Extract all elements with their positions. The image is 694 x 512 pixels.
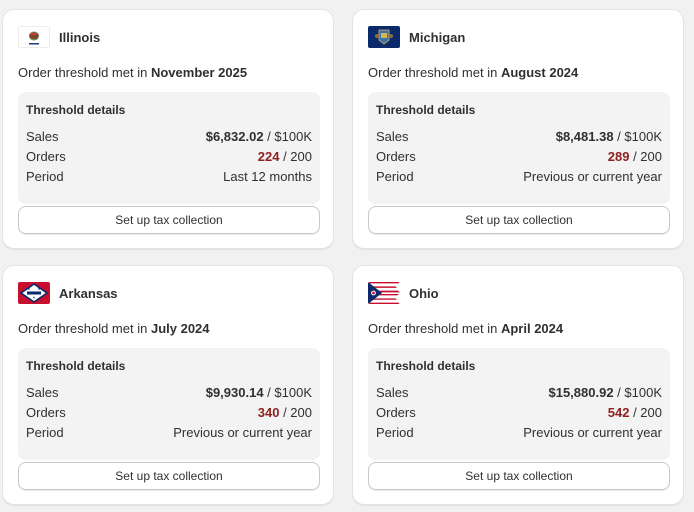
state-card-arkansas: Arkansas Order threshold met in July 202… [2,265,334,505]
orders-row: Orders 340 / 200 [26,403,312,421]
orders-label: Orders [26,404,66,420]
sales-limit: / $100K [263,384,312,400]
state-name: Illinois [59,29,101,45]
state-name: Michigan [409,29,466,45]
sales-limit: / $100K [613,128,662,144]
ohio-flag-icon [368,282,400,304]
orders-row: Orders 224 / 200 [26,147,312,165]
threshold-met-text: Order threshold met in August 2024 [368,65,578,80]
met-date: November 2025 [150,65,248,80]
period-label: Period [376,168,414,184]
set-up-tax-collection-button[interactable]: Set up tax collection [18,462,320,490]
sales-limit: / $100K [613,384,662,400]
arkansas-flag-icon [18,282,50,304]
sales-label: Sales [376,384,409,400]
orders-value: 542 / 200 [608,405,662,420]
sales-row: Sales $6,832.02 / $100K [26,127,312,145]
set-up-tax-collection-button[interactable]: Set up tax collection [368,206,670,234]
sales-label: Sales [26,384,59,400]
threshold-details: Threshold details Sales $9,930.14 / $100… [18,348,320,460]
period-label: Period [376,424,414,440]
period-label: Period [26,168,64,184]
sales-label: Sales [376,128,409,144]
card-header: Michigan [368,25,465,49]
sales-amount: $6,832.02 [205,128,264,144]
details-title: Threshold details [26,103,126,117]
met-prefix: Order threshold met in [18,65,148,80]
state-name: Arkansas [59,285,118,301]
orders-label: Orders [376,404,416,420]
details-title: Threshold details [376,359,476,373]
sales-value: $6,832.02 / $100K [206,129,312,144]
met-date: July 2024 [150,321,210,336]
orders-label: Orders [26,148,66,164]
period-value: Previous or current year [523,424,662,440]
set-up-tax-collection-button[interactable]: Set up tax collection [368,462,670,490]
threshold-met-text: Order threshold met in July 2024 [18,321,210,336]
orders-count: 542 [607,404,630,420]
period-value: Previous or current year [523,168,662,184]
period-row: Period Previous or current year [376,167,662,185]
orders-count: 289 [607,148,630,164]
period-row: Period Last 12 months [26,167,312,185]
state-name: Ohio [409,285,439,301]
period-row: Period Previous or current year [26,423,312,441]
sales-row: Sales $9,930.14 / $100K [26,383,312,401]
orders-limit: / 200 [629,404,662,420]
period-value: Last 12 months [223,168,312,184]
set-up-tax-collection-button[interactable]: Set up tax collection [18,206,320,234]
state-card-michigan: Michigan Order threshold met in August 2… [352,9,684,249]
sales-label: Sales [26,128,59,144]
orders-value: 289 / 200 [608,149,662,164]
orders-label: Orders [376,148,416,164]
michigan-flag-icon [368,26,400,48]
sales-amount: $15,880.92 [548,384,614,400]
threshold-met-text: Order threshold met in November 2025 [18,65,247,80]
sales-value: $8,481.38 / $100K [556,129,662,144]
threshold-details: Threshold details Sales $6,832.02 / $100… [18,92,320,204]
details-title: Threshold details [26,359,126,373]
sales-amount: $8,481.38 [555,128,614,144]
illinois-flag-icon [18,26,50,48]
orders-limit: / 200 [279,148,312,164]
threshold-details: Threshold details Sales $8,481.38 / $100… [368,92,670,204]
orders-value: 224 / 200 [258,149,312,164]
met-date: April 2024 [500,321,564,336]
period-value: Previous or current year [173,424,312,440]
orders-count: 340 [257,404,280,420]
met-prefix: Order threshold met in [368,321,498,336]
threshold-met-text: Order threshold met in April 2024 [368,321,563,336]
sales-value: $15,880.92 / $100K [548,385,662,400]
state-card-illinois: Illinois Order threshold met in November… [2,9,334,249]
orders-row: Orders 542 / 200 [376,403,662,421]
met-prefix: Order threshold met in [18,321,148,336]
met-prefix: Order threshold met in [368,65,498,80]
orders-limit: / 200 [279,404,312,420]
card-header: Illinois [18,25,100,49]
threshold-details: Threshold details Sales $15,880.92 / $10… [368,348,670,460]
details-title: Threshold details [376,103,476,117]
orders-count: 224 [257,148,280,164]
sales-row: Sales $15,880.92 / $100K [376,383,662,401]
period-row: Period Previous or current year [376,423,662,441]
sales-row: Sales $8,481.38 / $100K [376,127,662,145]
state-card-ohio: Ohio Order threshold met in April 2024 T… [352,265,684,505]
period-label: Period [26,424,64,440]
orders-limit: / 200 [629,148,662,164]
sales-limit: / $100K [263,128,312,144]
card-header: Arkansas [18,281,118,305]
sales-amount: $9,930.14 [205,384,264,400]
sales-value: $9,930.14 / $100K [206,385,312,400]
orders-row: Orders 289 / 200 [376,147,662,165]
met-date: August 2024 [500,65,579,80]
orders-value: 340 / 200 [258,405,312,420]
card-header: Ohio [368,281,439,305]
